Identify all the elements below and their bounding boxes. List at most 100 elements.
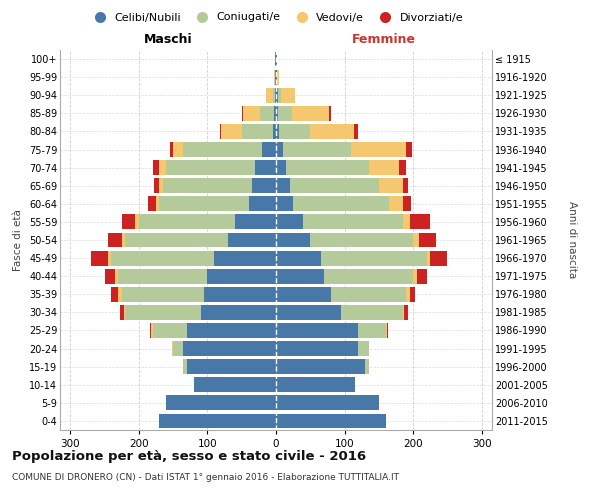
Bar [122, 287, 204, 302]
Bar [260, 106, 274, 121]
Text: Popolazione per età, sesso e stato civile - 2016: Popolazione per età, sesso e stato civil… [12, 450, 366, 463]
Bar [204, 287, 276, 302]
Bar [320, 250, 427, 266]
Bar [354, 124, 358, 139]
Bar [139, 214, 235, 230]
Bar [404, 305, 407, 320]
Bar [276, 70, 277, 84]
Bar [276, 305, 341, 320]
Bar [276, 396, 379, 410]
Bar [403, 196, 411, 211]
Bar [304, 214, 403, 230]
Bar [187, 323, 276, 338]
Bar [341, 305, 403, 320]
Bar [278, 106, 292, 121]
Bar [276, 52, 277, 66]
Bar [275, 52, 276, 66]
Bar [275, 88, 276, 102]
Bar [286, 160, 368, 175]
Bar [166, 396, 276, 410]
Bar [156, 196, 160, 211]
Bar [324, 269, 413, 283]
Bar [406, 287, 410, 302]
Bar [368, 341, 369, 356]
Bar [160, 178, 163, 193]
Bar [273, 88, 275, 102]
Bar [276, 287, 331, 302]
Bar [365, 359, 368, 374]
Bar [329, 106, 331, 121]
Bar [358, 341, 368, 356]
Bar [256, 160, 276, 175]
Bar [148, 196, 156, 211]
Bar [208, 269, 276, 283]
Bar [276, 341, 358, 356]
Bar [275, 70, 276, 84]
Bar [358, 323, 386, 338]
Legend: Celibi/Nubili, Coniugati/e, Vedovi/e, Divorziati/e: Celibi/Nubili, Coniugati/e, Vedovi/e, Di… [85, 8, 467, 27]
Bar [124, 305, 125, 320]
Bar [136, 214, 139, 230]
Bar [276, 106, 278, 121]
Bar [248, 196, 276, 211]
Bar [242, 124, 272, 139]
Bar [220, 124, 221, 139]
Bar [276, 196, 293, 211]
Bar [276, 378, 355, 392]
Bar [173, 142, 184, 157]
Bar [122, 214, 136, 230]
Text: COMUNE DI DRONERO (CN) - Dati ISTAT 1° gennaio 2016 - Elaborazione TUTTITALIA.IT: COMUNE DI DRONERO (CN) - Dati ISTAT 1° g… [12, 472, 399, 482]
Bar [427, 250, 430, 266]
Bar [125, 232, 228, 248]
Bar [252, 178, 276, 193]
Bar [112, 250, 214, 266]
Bar [352, 142, 406, 157]
Bar [310, 124, 354, 139]
Bar [221, 124, 242, 139]
Bar [276, 124, 279, 139]
Bar [389, 196, 403, 211]
Bar [115, 269, 118, 283]
Bar [276, 214, 304, 230]
Bar [173, 341, 184, 356]
Bar [121, 305, 124, 320]
Bar [242, 106, 243, 121]
Bar [274, 70, 275, 84]
Bar [262, 142, 276, 157]
Bar [400, 160, 406, 175]
Bar [104, 269, 115, 283]
Bar [214, 250, 276, 266]
Bar [160, 414, 276, 428]
Bar [430, 250, 448, 266]
Bar [410, 214, 430, 230]
Bar [276, 359, 365, 374]
Bar [118, 287, 122, 302]
Bar [125, 305, 200, 320]
Bar [419, 232, 436, 248]
Bar [416, 269, 427, 283]
Bar [292, 106, 329, 121]
Bar [386, 323, 387, 338]
Bar [276, 414, 386, 428]
Bar [276, 323, 358, 338]
Bar [410, 287, 415, 302]
Bar [276, 142, 283, 157]
Bar [279, 124, 310, 139]
Bar [277, 70, 280, 84]
Bar [194, 378, 276, 392]
Bar [170, 142, 173, 157]
Bar [154, 178, 160, 193]
Bar [152, 323, 187, 338]
Bar [91, 250, 108, 266]
Bar [160, 160, 166, 175]
Bar [172, 341, 173, 356]
Bar [160, 196, 248, 211]
Bar [274, 106, 276, 121]
Bar [151, 323, 152, 338]
Bar [276, 160, 286, 175]
Bar [122, 232, 125, 248]
Bar [272, 124, 276, 139]
Bar [184, 142, 262, 157]
Bar [108, 232, 122, 248]
Bar [166, 160, 256, 175]
